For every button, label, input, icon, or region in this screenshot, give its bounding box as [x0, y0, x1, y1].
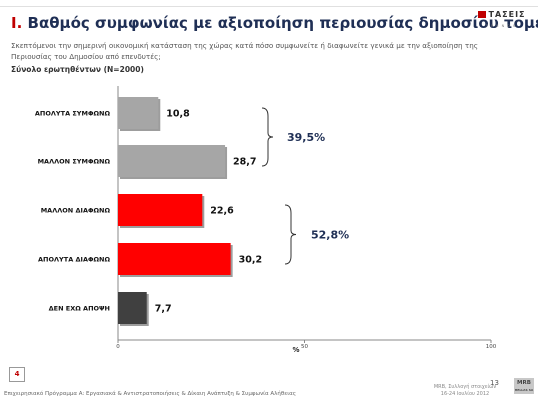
x-tick-label: 100: [486, 344, 497, 350]
bar: [118, 194, 203, 226]
footer-source-line1: MRB, Συλλογή στοιχείων: [433, 384, 497, 390]
logo-subtitle: TRENDS: [485, 24, 519, 28]
bar: [118, 97, 159, 129]
category-label: ΑΠΟΛΥΤΑ ΣΥΜΦΩΝΩ: [35, 110, 111, 118]
page-number: 13: [490, 379, 499, 387]
x-axis-label: %: [292, 346, 299, 354]
footer-program-text: Επιχειρησιακό Πρόγραμμα Α: Εργασιακά & Α…: [4, 391, 296, 397]
group-total-label: 52,8%: [311, 229, 349, 242]
footer-source: MRB, Συλλογή στοιχείων 16-24 Ιουλίου 201…: [420, 384, 510, 398]
bar: [118, 292, 147, 324]
page-title: Ι. Βαθμός συμφωνίας με αξιοποίηση περιου…: [11, 14, 538, 32]
x-tick-label: 50: [301, 344, 308, 350]
category-label: ΜΑΛΛΟΝ ΔΙΑΦΩΝΩ: [41, 207, 111, 215]
mrb-logo-text: MRB: [517, 380, 531, 386]
footer-source-line2: 16-24 Ιουλίου 2012: [440, 391, 490, 397]
taseis-logo: ΤΑΣΕΙΣ TRENDS: [478, 4, 526, 28]
question-text: Σκεπτόμενοι την σημερινή οικονομική κατά…: [11, 41, 478, 61]
title-number: Ι.: [11, 14, 23, 32]
title-text: Βαθμός συμφωνίας με αξιοποίηση περιουσία…: [27, 14, 538, 32]
data-label: 7,7: [155, 304, 172, 315]
group-total-label: 39,5%: [287, 131, 325, 144]
data-label: 30,2: [239, 255, 262, 266]
group-brace: [261, 107, 274, 167]
bar: [118, 145, 226, 177]
category-label: ΔΕΝ ΕΧΩ ΑΠΟΨΗ: [49, 305, 110, 313]
x-tick-label: 0: [116, 344, 120, 350]
data-label: 10,8: [166, 109, 190, 120]
category-label: ΑΠΟΛΥΤΑ ΔΙΑΦΩΝΩ: [38, 256, 110, 264]
group-brace: [284, 204, 297, 265]
mrb-logo-sub: HELLAS SA: [514, 388, 534, 392]
data-label: 22,6: [210, 206, 234, 217]
mrb-logo: MRB HELLAS SA: [514, 378, 534, 394]
slide-number-box: 4: [9, 367, 25, 382]
bar: [118, 243, 231, 275]
category-label: ΜΑΛΛΟΝ ΣΥΜΦΩΝΩ: [38, 158, 111, 166]
logo-name: ΤΑΣΕΙΣ: [488, 10, 526, 19]
sample-size: Σύνολο ερωτηθέντων (Ν=2000): [11, 65, 144, 74]
logo-red-square-icon: [478, 11, 487, 18]
header-divider: [0, 6, 538, 7]
data-label: 28,7: [233, 157, 256, 168]
